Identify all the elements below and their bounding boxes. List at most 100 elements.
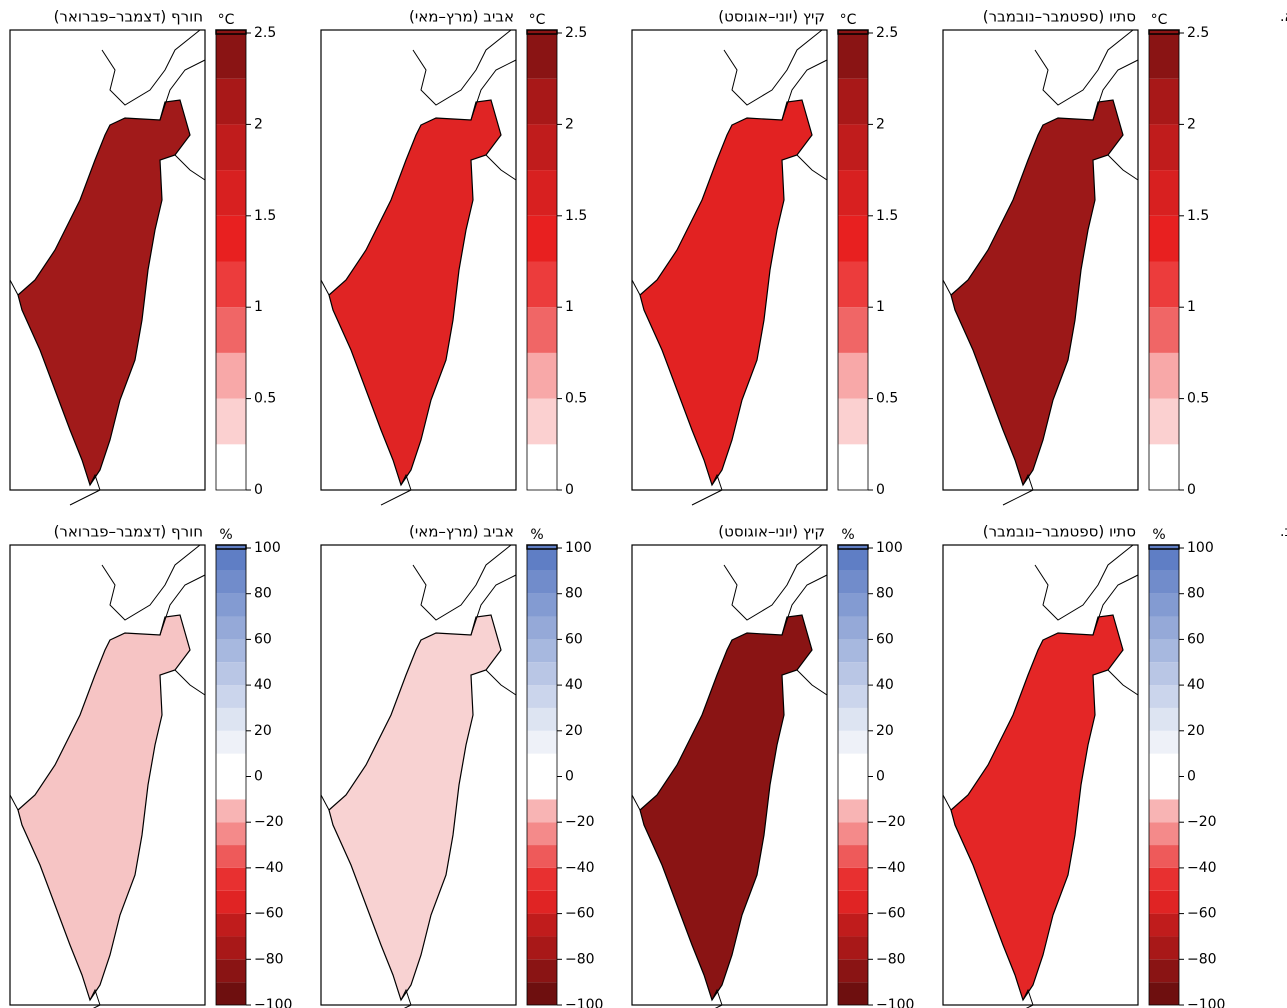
colorbar-bin bbox=[216, 78, 246, 125]
colorbar-bin bbox=[527, 170, 557, 216]
border-line bbox=[781, 59, 828, 121]
colorbar-bin bbox=[527, 707, 557, 731]
colorbar-bin bbox=[838, 352, 868, 399]
colorbar-bin bbox=[838, 753, 868, 777]
row-label: א. bbox=[1280, 9, 1287, 25]
map-panel bbox=[9, 544, 206, 1008]
colorbar-tick-label: 0 bbox=[876, 769, 885, 785]
border-line bbox=[723, 544, 823, 621]
border-line bbox=[723, 29, 823, 106]
map-region bbox=[328, 99, 502, 487]
colorbar-bin bbox=[216, 215, 246, 262]
panel-title: אביב (מרץ–מאי) bbox=[409, 523, 514, 541]
colorbar-tick-label: 80 bbox=[254, 586, 272, 602]
colorbar-tick-label: 60 bbox=[1187, 631, 1205, 647]
colorbar-tick-label: 1 bbox=[1187, 299, 1196, 315]
colorbar-bin bbox=[838, 662, 868, 686]
border-line bbox=[1092, 574, 1139, 636]
colorbar-bin bbox=[216, 685, 246, 708]
colorbar-tick-label: 2 bbox=[1187, 116, 1196, 132]
colorbar-bin bbox=[1149, 662, 1179, 686]
colorbar-tick-label: 100 bbox=[1187, 540, 1214, 556]
colorbar-tick-label: −60 bbox=[1187, 906, 1217, 922]
colorbar-tick-label: 2 bbox=[876, 116, 885, 132]
colorbar-bin bbox=[838, 307, 868, 353]
colorbar-bin bbox=[838, 685, 868, 708]
colorbar-bin bbox=[1149, 639, 1179, 663]
colorbar-tick-label: 1.5 bbox=[1187, 208, 1209, 224]
border-line bbox=[796, 669, 828, 696]
colorbar-tick-label: 0.5 bbox=[254, 391, 276, 407]
colorbar-tick-label: 20 bbox=[1187, 723, 1205, 739]
colorbar-bin bbox=[838, 730, 868, 754]
unit-label: % bbox=[1152, 527, 1165, 543]
colorbar-tick-label: 0.5 bbox=[1187, 391, 1209, 407]
colorbar-bin bbox=[527, 913, 557, 937]
colorbar-bin bbox=[838, 593, 868, 617]
colorbar-bin bbox=[838, 982, 868, 1005]
map-region bbox=[328, 614, 502, 1002]
border-line bbox=[485, 669, 517, 696]
colorbar-bin bbox=[838, 548, 868, 571]
colorbar-tick-label: −40 bbox=[254, 860, 284, 876]
colorbar-tick-label: −20 bbox=[254, 814, 284, 830]
colorbar-bin bbox=[527, 685, 557, 708]
colorbar-bin bbox=[1149, 570, 1179, 594]
border-line bbox=[412, 29, 512, 106]
border-line bbox=[159, 59, 206, 121]
colorbar-bin bbox=[1149, 913, 1179, 937]
colorbar-bin bbox=[527, 799, 557, 823]
border-line bbox=[101, 544, 201, 621]
colorbar-bin bbox=[216, 639, 246, 663]
border-line bbox=[174, 154, 206, 181]
colorbar-tick-label: 1 bbox=[254, 299, 263, 315]
colorbar-bin bbox=[527, 662, 557, 686]
colorbar-bin bbox=[838, 33, 868, 79]
unit-label: % bbox=[841, 527, 854, 543]
map-panel bbox=[942, 29, 1139, 506]
colorbar-tick-label: −40 bbox=[565, 860, 595, 876]
border-line bbox=[412, 544, 512, 621]
border-line bbox=[631, 279, 641, 296]
colorbar-tick-label: 2 bbox=[254, 116, 263, 132]
colorbar-bin bbox=[527, 307, 557, 353]
colorbar-cap bbox=[526, 29, 558, 35]
colorbar-bin bbox=[1149, 867, 1179, 891]
colorbar-bin bbox=[216, 307, 246, 353]
border-line bbox=[320, 279, 330, 296]
colorbar-bin bbox=[838, 170, 868, 216]
colorbar-bin bbox=[527, 639, 557, 663]
colorbar-tick-label: 60 bbox=[565, 631, 583, 647]
border-line bbox=[400, 473, 412, 491]
colorbar-bin bbox=[1149, 799, 1179, 823]
colorbar-tick-label: 0 bbox=[1187, 482, 1196, 498]
border-line bbox=[691, 489, 723, 506]
colorbar-bin bbox=[838, 776, 868, 800]
colorbar-tick-label: 20 bbox=[254, 723, 272, 739]
colorbar-tick-label: 0 bbox=[1187, 769, 1196, 785]
unit-label: °C bbox=[840, 12, 857, 28]
colorbar-tick-label: −60 bbox=[876, 906, 906, 922]
colorbar-bin bbox=[1149, 776, 1179, 800]
colorbar-bin bbox=[838, 444, 868, 490]
colorbar-bin bbox=[1149, 170, 1179, 216]
colorbar-tick-label: −100 bbox=[565, 997, 603, 1008]
colorbar-bin bbox=[838, 124, 868, 171]
colorbar-tick-label: 0 bbox=[254, 482, 263, 498]
colorbar-bin bbox=[1149, 548, 1179, 571]
colorbar-bin bbox=[838, 215, 868, 262]
colorbar-tick-label: 2.5 bbox=[1187, 25, 1209, 41]
colorbar-bin bbox=[527, 352, 557, 399]
colorbar-tick-label: −40 bbox=[876, 860, 906, 876]
colorbar-bin bbox=[216, 936, 246, 960]
colorbar-cap bbox=[215, 29, 247, 35]
border-line bbox=[380, 489, 412, 506]
colorbar-bin bbox=[216, 570, 246, 594]
colorbar-bin bbox=[1149, 616, 1179, 640]
colorbar-bin bbox=[216, 548, 246, 571]
colorbar-bin bbox=[1149, 444, 1179, 490]
colorbar-bin bbox=[527, 753, 557, 777]
colorbar-bin bbox=[216, 799, 246, 823]
unit-label: % bbox=[219, 527, 232, 543]
